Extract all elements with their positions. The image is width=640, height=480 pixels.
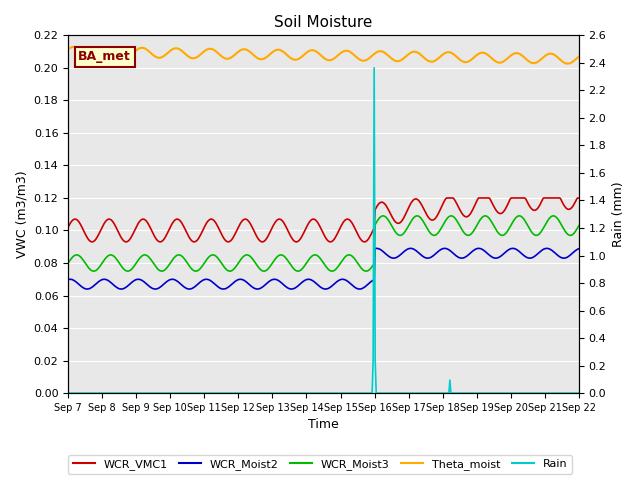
Title: Soil Moisture: Soil Moisture (275, 15, 372, 30)
Text: BA_met: BA_met (78, 50, 131, 63)
Y-axis label: Rain (mm): Rain (mm) (612, 181, 625, 247)
X-axis label: Time: Time (308, 419, 339, 432)
Y-axis label: VWC (m3/m3): VWC (m3/m3) (15, 170, 28, 258)
Legend: WCR_VMC1, WCR_Moist2, WCR_Moist3, Theta_moist, Rain: WCR_VMC1, WCR_Moist2, WCR_Moist3, Theta_… (68, 455, 572, 474)
